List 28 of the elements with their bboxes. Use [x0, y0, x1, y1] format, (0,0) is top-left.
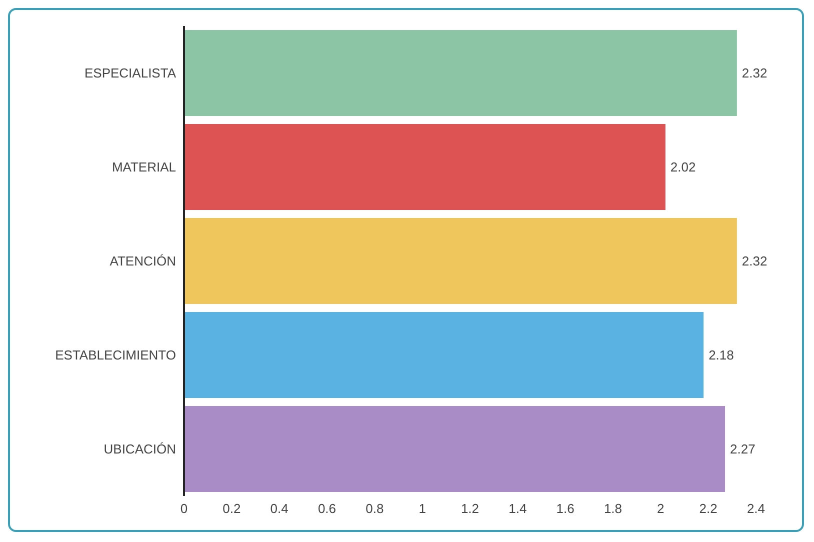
data-label: 2.32 [742, 254, 768, 269]
x-tick-label: 2.4 [746, 501, 766, 516]
bar [184, 312, 704, 398]
x-tick-label: 0.2 [222, 501, 241, 516]
bar [184, 406, 726, 492]
x-tick-label: 1.4 [508, 501, 527, 516]
data-label: 2.32 [742, 66, 768, 81]
x-tick-label: 1.8 [604, 501, 622, 516]
data-label: 2.02 [670, 160, 696, 175]
x-tick-label: 1.2 [460, 501, 480, 516]
x-tick-label: 0 [180, 501, 188, 516]
bar [184, 30, 737, 116]
y-tick-label: ESTABLECIMIENTO [55, 348, 176, 363]
x-tick-label: 0.4 [270, 501, 288, 516]
data-label: 2.27 [730, 442, 756, 457]
bar [184, 124, 666, 210]
x-tick-label: 1.6 [556, 501, 574, 516]
x-tick-label: 2 [657, 501, 664, 516]
y-tick-label: ESPECIALISTA [84, 66, 176, 81]
x-tick-label: 0.6 [318, 501, 336, 516]
bar [184, 218, 737, 304]
y-tick-label: UBICACIÓN [104, 442, 176, 457]
y-tick-label: MATERIAL [112, 160, 176, 175]
x-tick-label: 1 [418, 501, 426, 516]
x-tick-label: 2.2 [699, 501, 718, 516]
x-tick-label: 0.8 [366, 501, 384, 516]
y-tick-label: ATENCIÓN [110, 254, 176, 269]
data-label: 2.18 [708, 348, 734, 363]
